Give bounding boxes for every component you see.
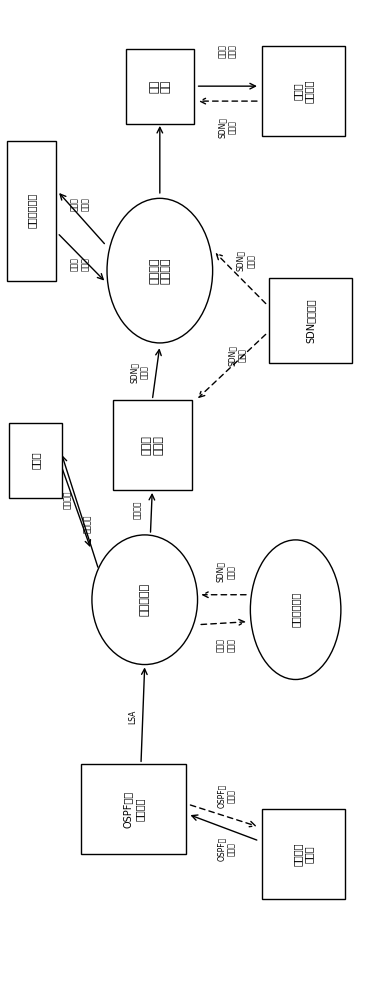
Text: 传统网络信息: 传统网络信息 bbox=[27, 193, 36, 228]
FancyBboxPatch shape bbox=[262, 46, 345, 136]
Text: 路由信息: 路由信息 bbox=[63, 491, 72, 509]
Text: 路由聚
合结果: 路由聚 合结果 bbox=[216, 638, 236, 652]
Text: OSPF协
议报文: OSPF协 议报文 bbox=[217, 784, 236, 808]
FancyBboxPatch shape bbox=[7, 141, 56, 281]
Text: SDN网络信息: SDN网络信息 bbox=[306, 298, 316, 343]
Text: SDN网
络信息: SDN网 络信息 bbox=[228, 345, 247, 366]
FancyBboxPatch shape bbox=[262, 809, 345, 899]
Text: 区域边界
路由器: 区域边界 路由器 bbox=[292, 842, 314, 866]
Text: 路由表: 路由表 bbox=[30, 451, 40, 469]
Text: 传统网
络信息: 传统网 络信息 bbox=[218, 44, 238, 58]
Text: 通信
模块: 通信 模块 bbox=[149, 80, 171, 93]
Text: 修改路由表: 修改路由表 bbox=[140, 583, 150, 616]
Text: 传统网
络信息: 传统网 络信息 bbox=[70, 257, 90, 271]
FancyBboxPatch shape bbox=[269, 278, 352, 363]
Text: SDN网
络信息: SDN网 络信息 bbox=[236, 250, 255, 271]
Ellipse shape bbox=[250, 540, 341, 680]
Text: OSPF协
议报文: OSPF协 议报文 bbox=[217, 837, 236, 861]
Text: SDN网
络信息: SDN网 络信息 bbox=[129, 362, 149, 383]
Text: 修改通知: 修改通知 bbox=[83, 515, 92, 533]
Text: 传统网
络信息: 传统网 络信息 bbox=[70, 197, 90, 211]
Text: SDN网
络信息: SDN网 络信息 bbox=[218, 117, 238, 138]
Text: 路由聚合计算: 路由聚合计算 bbox=[291, 592, 301, 627]
Text: 路由信息: 路由信息 bbox=[133, 501, 142, 519]
Text: SDN网
络信息: SDN网 络信息 bbox=[216, 561, 236, 582]
Text: OSPF协议
守护进程: OSPF协议 守护进程 bbox=[123, 791, 144, 828]
Text: 信息转
换模块: 信息转 换模块 bbox=[141, 435, 163, 455]
Text: 提取传统
网络信息: 提取传统 网络信息 bbox=[149, 257, 171, 284]
FancyBboxPatch shape bbox=[9, 423, 62, 498]
FancyBboxPatch shape bbox=[112, 400, 192, 490]
FancyBboxPatch shape bbox=[126, 49, 194, 124]
Text: 控制器
通信模块: 控制器 通信模块 bbox=[292, 79, 314, 103]
FancyBboxPatch shape bbox=[81, 764, 186, 854]
Text: LSA: LSA bbox=[128, 709, 137, 724]
Ellipse shape bbox=[107, 198, 213, 343]
Ellipse shape bbox=[92, 535, 198, 665]
